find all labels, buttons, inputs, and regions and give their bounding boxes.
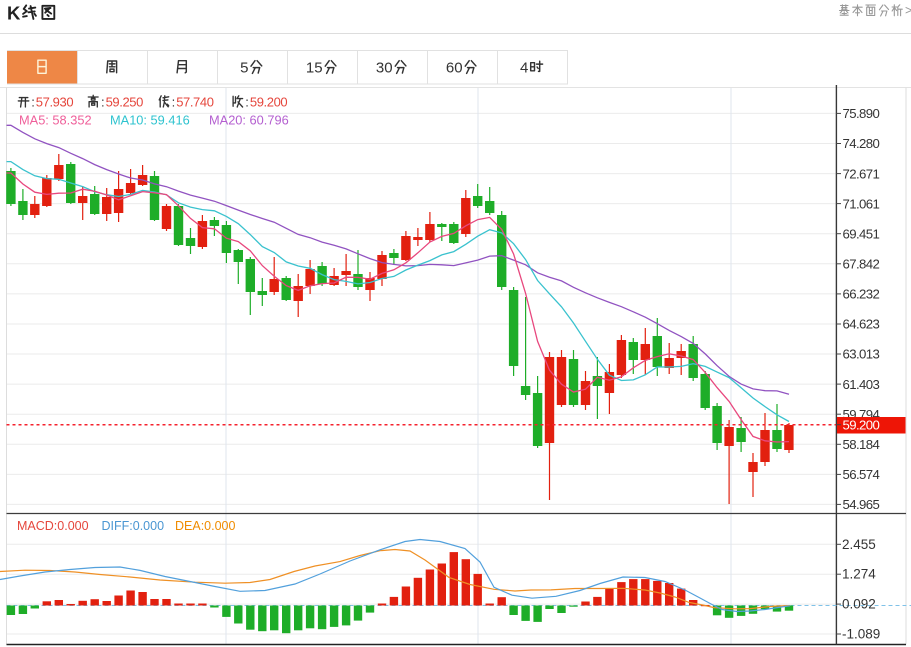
svg-text:59.250: 59.250	[106, 95, 144, 110]
svg-text:-1.089: -1.089	[842, 627, 880, 642]
svg-text:60: 60	[446, 60, 463, 77]
svg-text:1.274: 1.274	[842, 567, 876, 582]
svg-text::: :	[31, 95, 35, 110]
svg-text:64.623: 64.623	[843, 317, 880, 332]
svg-text:MA20: 60.796: MA20: 60.796	[209, 113, 289, 128]
svg-text:58.184: 58.184	[843, 437, 880, 452]
svg-text:56.574: 56.574	[843, 467, 880, 482]
svg-text:59.200: 59.200	[250, 95, 288, 110]
svg-text:74.280: 74.280	[843, 136, 880, 151]
svg-text:>: >	[905, 4, 911, 18]
svg-text:75.890: 75.890	[843, 106, 880, 121]
svg-text:54.965: 54.965	[843, 497, 880, 512]
svg-text:MA10: 59.416: MA10: 59.416	[110, 113, 190, 128]
svg-text:66.232: 66.232	[843, 287, 880, 302]
svg-text:61.403: 61.403	[843, 377, 880, 392]
svg-text:MA5: 58.352: MA5: 58.352	[19, 113, 92, 128]
svg-text:MACD:0.000: MACD:0.000	[17, 519, 89, 533]
svg-text:DIFF:0.000: DIFF:0.000	[102, 519, 165, 533]
svg-text:57.740: 57.740	[176, 95, 214, 110]
svg-text:69.451: 69.451	[843, 226, 880, 241]
svg-text:71.061: 71.061	[843, 196, 880, 211]
svg-text:4: 4	[520, 60, 528, 77]
svg-text:0.092: 0.092	[842, 597, 876, 612]
svg-text:57.930: 57.930	[36, 95, 74, 110]
svg-text:30: 30	[376, 60, 393, 77]
svg-text:59.200: 59.200	[843, 418, 880, 433]
svg-text:67.842: 67.842	[843, 257, 880, 272]
svg-text:15: 15	[306, 60, 323, 77]
svg-text::: :	[245, 95, 249, 110]
svg-text:K: K	[7, 3, 21, 24]
svg-text::: :	[172, 95, 176, 110]
svg-text:63.013: 63.013	[843, 347, 880, 362]
svg-text:72.671: 72.671	[843, 166, 880, 181]
svg-text:2.455: 2.455	[842, 537, 876, 552]
svg-text:5: 5	[240, 60, 248, 77]
svg-text:DEA:0.000: DEA:0.000	[175, 519, 236, 533]
svg-text::: :	[101, 95, 105, 110]
